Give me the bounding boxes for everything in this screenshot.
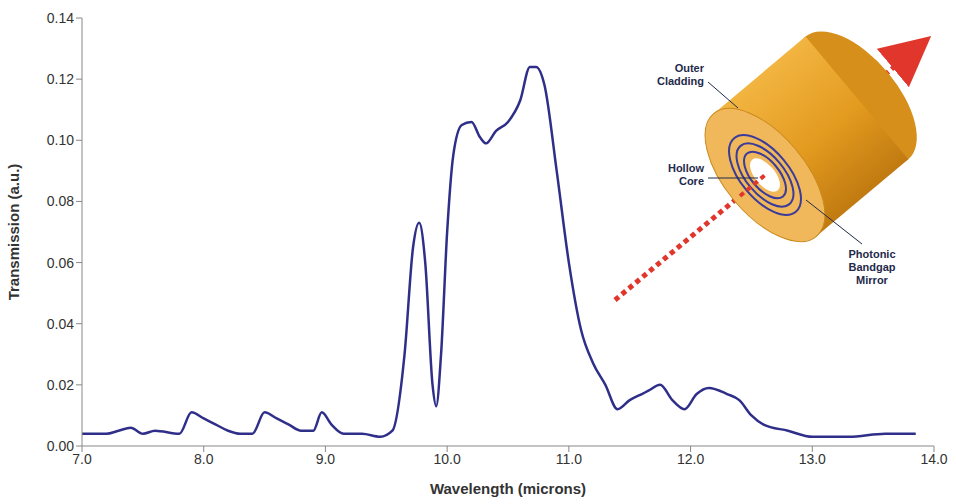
svg-text:13.0: 13.0 xyxy=(799,451,826,467)
svg-text:0.14: 0.14 xyxy=(47,10,74,26)
svg-text:0.12: 0.12 xyxy=(47,71,74,87)
svg-text:Mirror: Mirror xyxy=(856,274,889,286)
svg-text:0.06: 0.06 xyxy=(47,255,74,271)
svg-text:7.0: 7.0 xyxy=(72,451,92,467)
svg-text:Hollow: Hollow xyxy=(668,162,704,174)
svg-text:12.0: 12.0 xyxy=(677,451,704,467)
svg-text:11.0: 11.0 xyxy=(556,451,582,467)
svg-text:Outer: Outer xyxy=(675,62,705,74)
svg-text:Photonic: Photonic xyxy=(848,248,895,260)
svg-text:0.02: 0.02 xyxy=(47,377,74,393)
svg-text:Bandgap: Bandgap xyxy=(848,261,895,273)
svg-text:0.00: 0.00 xyxy=(47,438,74,454)
svg-text:0.10: 0.10 xyxy=(47,132,74,148)
svg-text:Transmission (a.u.): Transmission (a.u.) xyxy=(5,164,22,301)
svg-text:0.04: 0.04 xyxy=(47,316,74,332)
svg-text:10.0: 10.0 xyxy=(434,451,461,467)
svg-text:8.0: 8.0 xyxy=(194,451,214,467)
svg-text:Cladding: Cladding xyxy=(657,75,704,87)
svg-text:Core: Core xyxy=(679,175,704,187)
svg-text:14.0: 14.0 xyxy=(920,451,947,467)
svg-text:Wavelength (microns): Wavelength (microns) xyxy=(430,480,586,497)
svg-text:0.08: 0.08 xyxy=(47,193,74,209)
svg-text:9.0: 9.0 xyxy=(316,451,336,467)
